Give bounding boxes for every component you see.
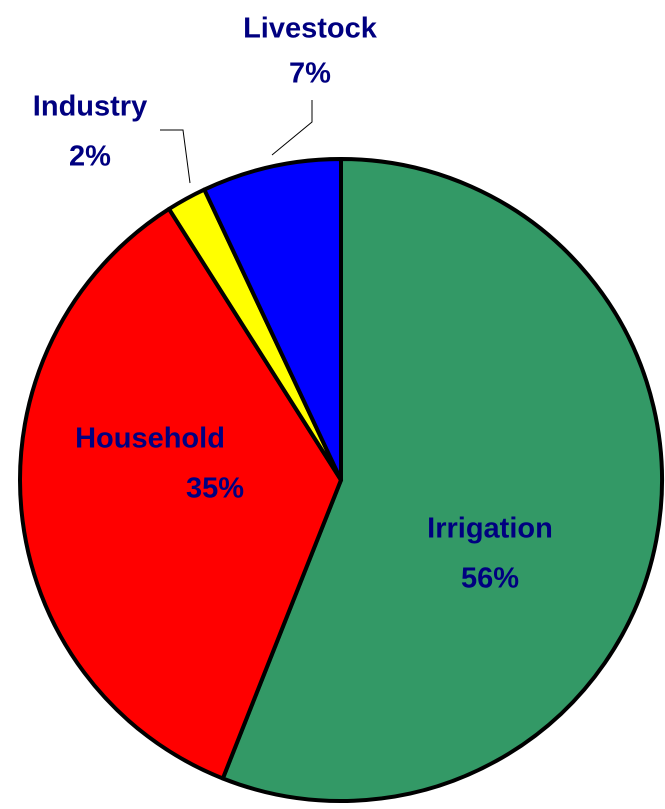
pie-slice bbox=[220, 157, 664, 803]
slice-label: Household bbox=[75, 423, 225, 455]
pie-slice bbox=[202, 157, 343, 482]
leader-line bbox=[160, 129, 191, 184]
slice-label: Irrigation bbox=[427, 513, 553, 545]
leader-line bbox=[271, 100, 313, 156]
slice-value-label: 7% bbox=[289, 58, 331, 90]
slice-value-label: 35% bbox=[186, 473, 244, 505]
pie-slice bbox=[18, 206, 343, 781]
slice-label: Industry bbox=[33, 91, 147, 123]
slice-value-label: 56% bbox=[461, 563, 519, 595]
slice-label: Livestock bbox=[243, 13, 378, 45]
slice-value-label: 2% bbox=[69, 141, 111, 173]
